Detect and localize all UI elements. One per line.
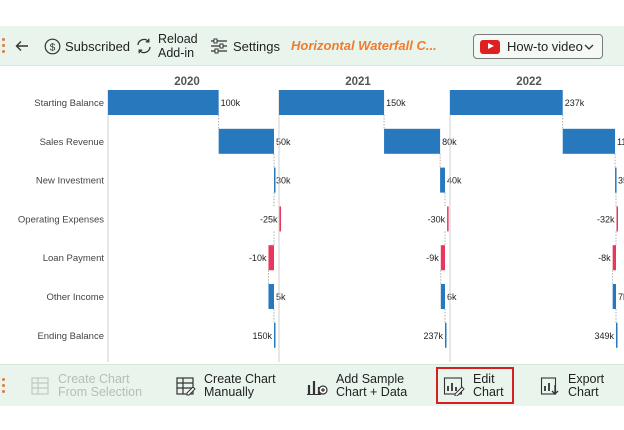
settings-label: Settings <box>233 38 280 54</box>
export-chart-button[interactable]: Export Chart <box>540 365 604 407</box>
data-label: 35k <box>618 176 624 186</box>
waterfall-bar <box>384 128 441 154</box>
svg-text:$: $ <box>50 42 56 53</box>
waterfall-bar <box>440 284 445 309</box>
category-label: Ending Balance <box>37 331 104 342</box>
waterfall-bar <box>274 167 276 193</box>
series-header: 2022 <box>516 76 542 88</box>
waterfall-bar <box>450 90 563 115</box>
waterfall-bar <box>268 284 274 309</box>
category-label: Sales Revenue <box>40 137 104 148</box>
data-label: -32k <box>597 214 615 224</box>
waterfall-bar <box>279 90 385 115</box>
waterfall-chart: Starting Balance Sales Revenue New Investm… <box>18 76 624 362</box>
back-arrow-icon <box>15 41 28 51</box>
data-label: 50k <box>276 137 291 147</box>
data-label: 110k <box>617 137 624 147</box>
export-chart-icon <box>540 377 559 395</box>
dollar-circle-icon: $ <box>44 38 61 54</box>
waterfall-bar <box>562 128 616 154</box>
waterfall-bar <box>268 245 274 271</box>
addin-title: Horizontal Waterfall C... <box>291 38 437 53</box>
chevron-down-icon <box>584 44 594 50</box>
data-label: -8k <box>598 253 611 263</box>
back-button[interactable] <box>14 26 30 66</box>
waterfall-bar <box>616 322 618 348</box>
create-selection-line1: Create Chart <box>58 372 130 386</box>
add-sample-chart-button[interactable]: Add Sample Chart + Data <box>306 365 407 407</box>
create-selection-line2: From Selection <box>58 385 143 399</box>
series-header: 2021 <box>345 76 371 88</box>
data-label: 237k <box>565 98 585 108</box>
waterfall-bar <box>615 167 617 193</box>
category-label: Starting Balance <box>34 98 104 109</box>
waterfall-bar <box>279 206 282 232</box>
howto-label: How-to video <box>507 39 583 54</box>
edit-line2: Chart <box>473 385 504 399</box>
create-manual-line1: Create Chart <box>204 372 276 386</box>
export-line1: Export <box>568 372 605 386</box>
data-label: 6k <box>447 292 457 302</box>
data-label: 40k <box>447 176 462 186</box>
create-chart-from-selection-button[interactable]: Create Chart From Selection <box>30 365 142 407</box>
waterfall-bar <box>440 245 445 271</box>
waterfall-bar <box>612 284 616 309</box>
howto-video-dropdown[interactable]: How-to video <box>473 34 603 59</box>
edit-chart-highlight <box>436 367 514 404</box>
export-line2: Chart <box>568 385 599 399</box>
add-sample-line1: Add Sample <box>336 372 405 386</box>
reload-label-line2: Add-in <box>158 46 195 60</box>
waterfall-bar <box>447 206 449 232</box>
create-chart-manually-button[interactable]: Create Chart Manually <box>175 365 276 407</box>
create-manual-line2: Manually <box>204 385 255 399</box>
data-label: 150k <box>252 331 272 341</box>
data-label: 100k <box>221 98 241 108</box>
youtube-icon <box>480 39 500 54</box>
subscribed-label: Subscribed <box>65 38 131 54</box>
toolbar-grip-icon[interactable] <box>2 38 6 54</box>
category-label: Other Income <box>46 292 104 303</box>
data-label: 7k <box>618 292 624 302</box>
settings-button[interactable]: Settings <box>210 26 280 66</box>
sample-chart-icon <box>307 381 328 395</box>
category-label: Operating Expenses <box>18 214 104 225</box>
data-label: 237k <box>423 331 443 341</box>
reload-addin-button[interactable]: Reload Add-in <box>135 26 198 66</box>
waterfall-bar <box>108 90 219 115</box>
edit-chart-button[interactable]: Edit Chart <box>443 365 504 407</box>
reload-icon <box>137 38 151 54</box>
category-label: Loan Payment <box>43 253 105 264</box>
data-label: -10k <box>249 253 267 263</box>
data-label: 150k <box>386 98 406 108</box>
waterfall-bar <box>616 206 618 232</box>
table-edit-icon <box>176 377 196 396</box>
edit-chart-icon <box>443 377 465 396</box>
edit-line1: Edit <box>473 372 495 386</box>
waterfall-bar <box>274 322 276 348</box>
bottom-toolbar-grip-icon[interactable] <box>2 378 5 396</box>
waterfall-bar <box>218 128 274 154</box>
category-label: New Investment <box>36 176 104 187</box>
add-sample-line2: Chart + Data <box>336 385 408 399</box>
data-label: 349k <box>594 331 614 341</box>
data-label: -30k <box>428 214 446 224</box>
data-label: 30k <box>276 176 291 186</box>
waterfall-bar <box>445 322 447 348</box>
table-grid-icon <box>31 377 49 395</box>
reload-label-line1: Reload <box>158 32 198 46</box>
series-header: 2020 <box>174 76 200 88</box>
data-label: -25k <box>260 214 278 224</box>
settings-sliders-icon <box>211 38 227 54</box>
waterfall-bar <box>612 245 616 271</box>
data-label: 5k <box>276 292 286 302</box>
waterfall-bar <box>440 167 445 193</box>
bottom-toolbar: Create Chart From Selection Create Chart M… <box>0 364 624 406</box>
subscribed-button[interactable]: $ Subscribed <box>44 26 130 66</box>
top-toolbar: $ Subscribed Reload Add-in Settings Hori… <box>0 26 624 66</box>
data-label: -9k <box>426 253 439 263</box>
